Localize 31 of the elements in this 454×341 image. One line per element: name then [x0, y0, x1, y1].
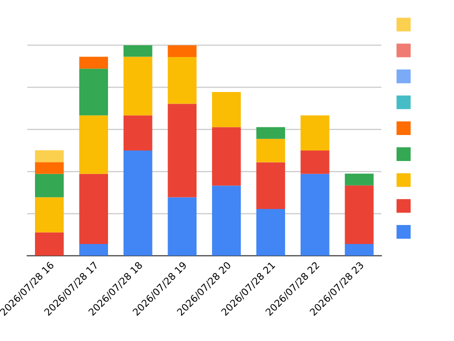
bar	[300, 174, 330, 256]
bar	[34, 150, 64, 162]
bar	[168, 197, 197, 256]
bar	[344, 185, 374, 244]
bar	[344, 174, 374, 186]
bar	[256, 127, 286, 139]
bar	[79, 174, 108, 244]
bar	[168, 45, 197, 58]
bar	[124, 115, 152, 150]
bar	[34, 232, 64, 256]
bar	[300, 115, 330, 150]
bar	[344, 244, 374, 256]
bar	[79, 56, 108, 69]
bar	[124, 56, 152, 116]
bar	[168, 57, 197, 104]
bar	[34, 174, 64, 198]
bar	[34, 197, 64, 232]
bar	[212, 92, 241, 128]
bar	[256, 138, 286, 162]
bar	[212, 127, 241, 186]
bar	[168, 104, 197, 198]
bar	[256, 162, 286, 210]
bar	[300, 150, 330, 174]
bar	[34, 162, 64, 174]
bar	[79, 244, 108, 256]
bar	[124, 45, 152, 57]
bar	[79, 115, 108, 174]
bar	[256, 209, 286, 256]
bar	[124, 150, 152, 256]
bar	[79, 68, 108, 116]
bar	[212, 186, 241, 256]
